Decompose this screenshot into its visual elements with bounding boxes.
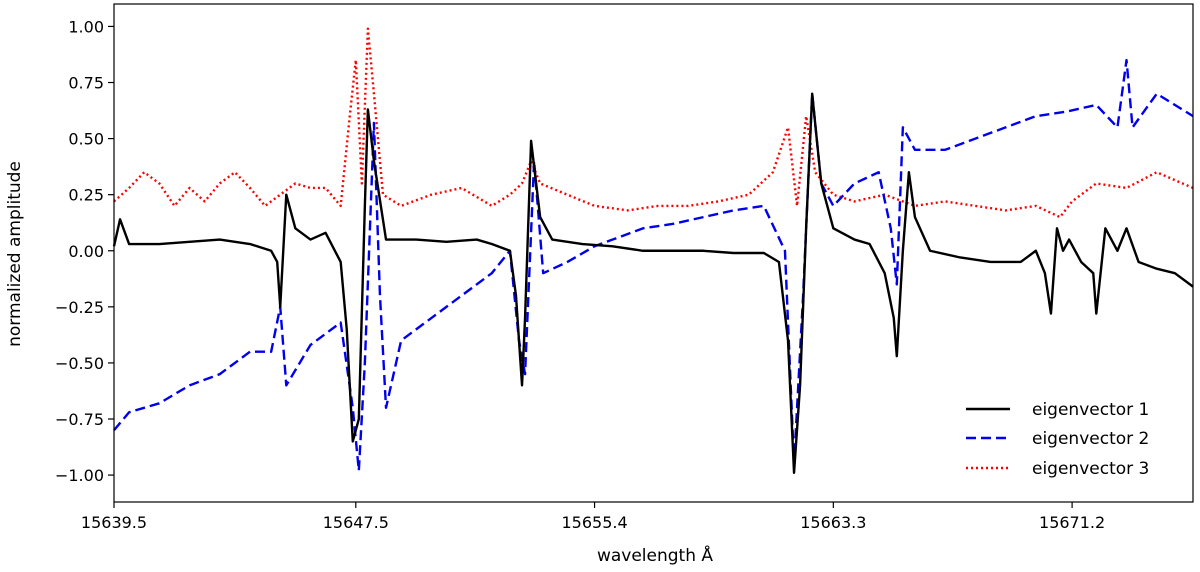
y-tick-label: 1.00 <box>68 17 104 36</box>
legend-box <box>952 390 1182 490</box>
series-line-eigenvector-1 <box>112 92 1194 475</box>
series-line-eigenvector-3 <box>113 27 1194 219</box>
plot-area-frame <box>113 3 1194 503</box>
y-tick-label: 0.50 <box>68 130 104 149</box>
plot-lines <box>112 27 1194 475</box>
x-axis-ticks: 15639.5 15647.5 15655.4 15663.3 15671.2 <box>81 502 1105 532</box>
x-tick-label: 15655.4 <box>561 513 627 532</box>
y-tick-label: −1.00 <box>55 466 104 485</box>
legend-label-eigenvector-2: eigenvector 2 <box>1032 429 1149 449</box>
x-tick-label: 15671.2 <box>1039 513 1105 532</box>
y-tick-label: −0.50 <box>55 354 104 373</box>
legend-label-eigenvector-1: eigenvector 1 <box>1032 400 1149 420</box>
y-tick-label: −0.75 <box>55 410 104 429</box>
y-tick-label: 0.75 <box>68 74 104 93</box>
y-axis-ticks: −1.00 −0.75 −0.50 −0.25 0.00 0.25 0.50 0.75 1.00 <box>55 17 114 485</box>
x-tick-label: 15647.5 <box>323 513 389 532</box>
y-tick-label: 0.00 <box>68 242 104 261</box>
y-tick-label: −0.25 <box>55 298 104 317</box>
y-axis-label: normalized amplitude <box>5 161 25 347</box>
series-line-eigenvector-2 <box>113 58 1194 472</box>
x-tick-label: 15639.5 <box>81 513 147 532</box>
y-tick-label: 0.25 <box>68 186 104 205</box>
x-tick-label: 15663.3 <box>800 513 866 532</box>
legend-label-eigenvector-3: eigenvector 3 <box>1032 459 1149 479</box>
legend: eigenvector 1 eigenvector 2 eigenvector … <box>952 390 1182 490</box>
x-axis-label: wavelength Å <box>597 544 713 566</box>
